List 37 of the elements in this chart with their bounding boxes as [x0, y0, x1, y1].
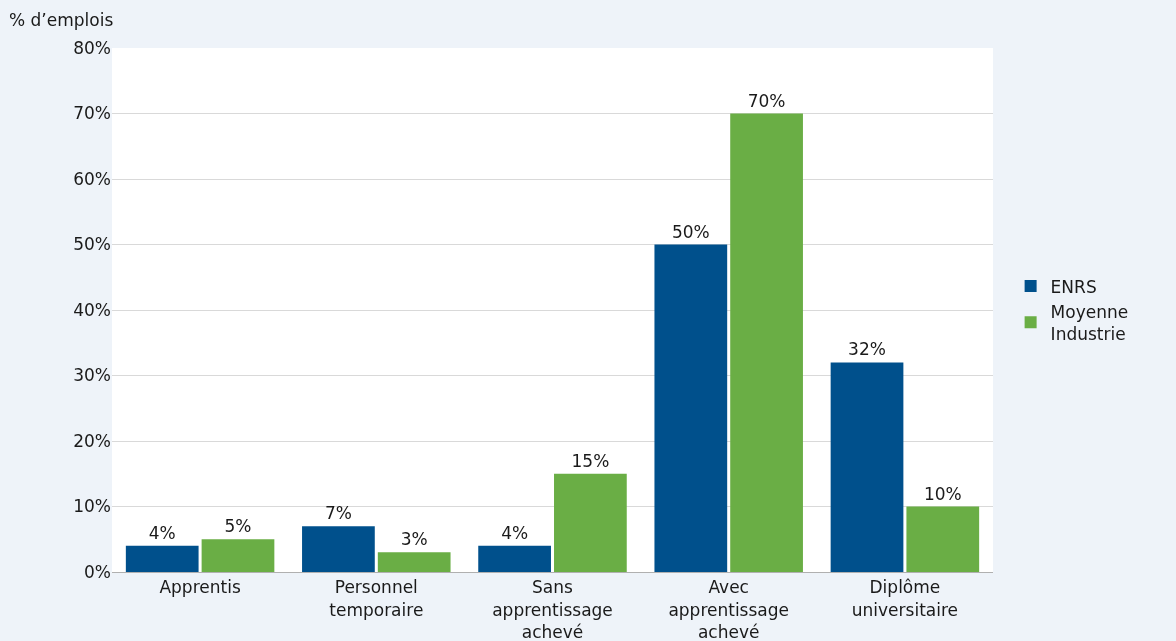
y-tick-label: 0%	[84, 561, 111, 582]
bar	[377, 552, 451, 572]
data-label: 70%	[747, 90, 786, 111]
y-tick-label: 30%	[73, 365, 111, 386]
legend-label: ENRS	[1050, 276, 1097, 297]
data-label: 15%	[571, 450, 610, 471]
bar	[830, 362, 904, 572]
bar	[654, 244, 728, 572]
data-label: 3%	[400, 529, 428, 550]
data-label: 4%	[501, 522, 529, 543]
y-tick-label: 60%	[73, 168, 111, 189]
bar	[302, 526, 375, 572]
data-label: 4%	[148, 522, 176, 543]
data-label: 10%	[923, 483, 962, 504]
y-tick-label: 20%	[73, 430, 111, 451]
bar	[554, 473, 627, 572]
x-tick-label: Personnel temporaire	[329, 577, 424, 620]
bar	[478, 545, 551, 572]
x-tick-label: Diplôme universitaire	[851, 577, 959, 620]
y-tick-label: 10%	[73, 496, 111, 517]
data-label: 5%	[224, 516, 252, 537]
y-tick-label: 80%	[73, 37, 111, 58]
x-tick-label: Avec apprentissage achevé	[668, 577, 790, 641]
x-tick-label: Sans apprentissage achevé	[492, 577, 613, 641]
legend-label: Moyenne Industrie	[1050, 301, 1129, 344]
data-label: 50%	[671, 221, 710, 242]
y-tick-label: 70%	[73, 103, 111, 124]
bar	[730, 113, 803, 572]
y-tick-label: 40%	[73, 299, 111, 320]
y-axis-title: % d’emplois	[9, 10, 114, 30]
x-tick-label: Apprentis	[159, 577, 241, 598]
y-tick-label: 50%	[73, 234, 111, 255]
data-label: 7%	[324, 503, 352, 524]
data-label: 32%	[848, 339, 886, 360]
bar	[201, 539, 275, 572]
bar	[125, 545, 199, 572]
bar	[906, 506, 980, 572]
